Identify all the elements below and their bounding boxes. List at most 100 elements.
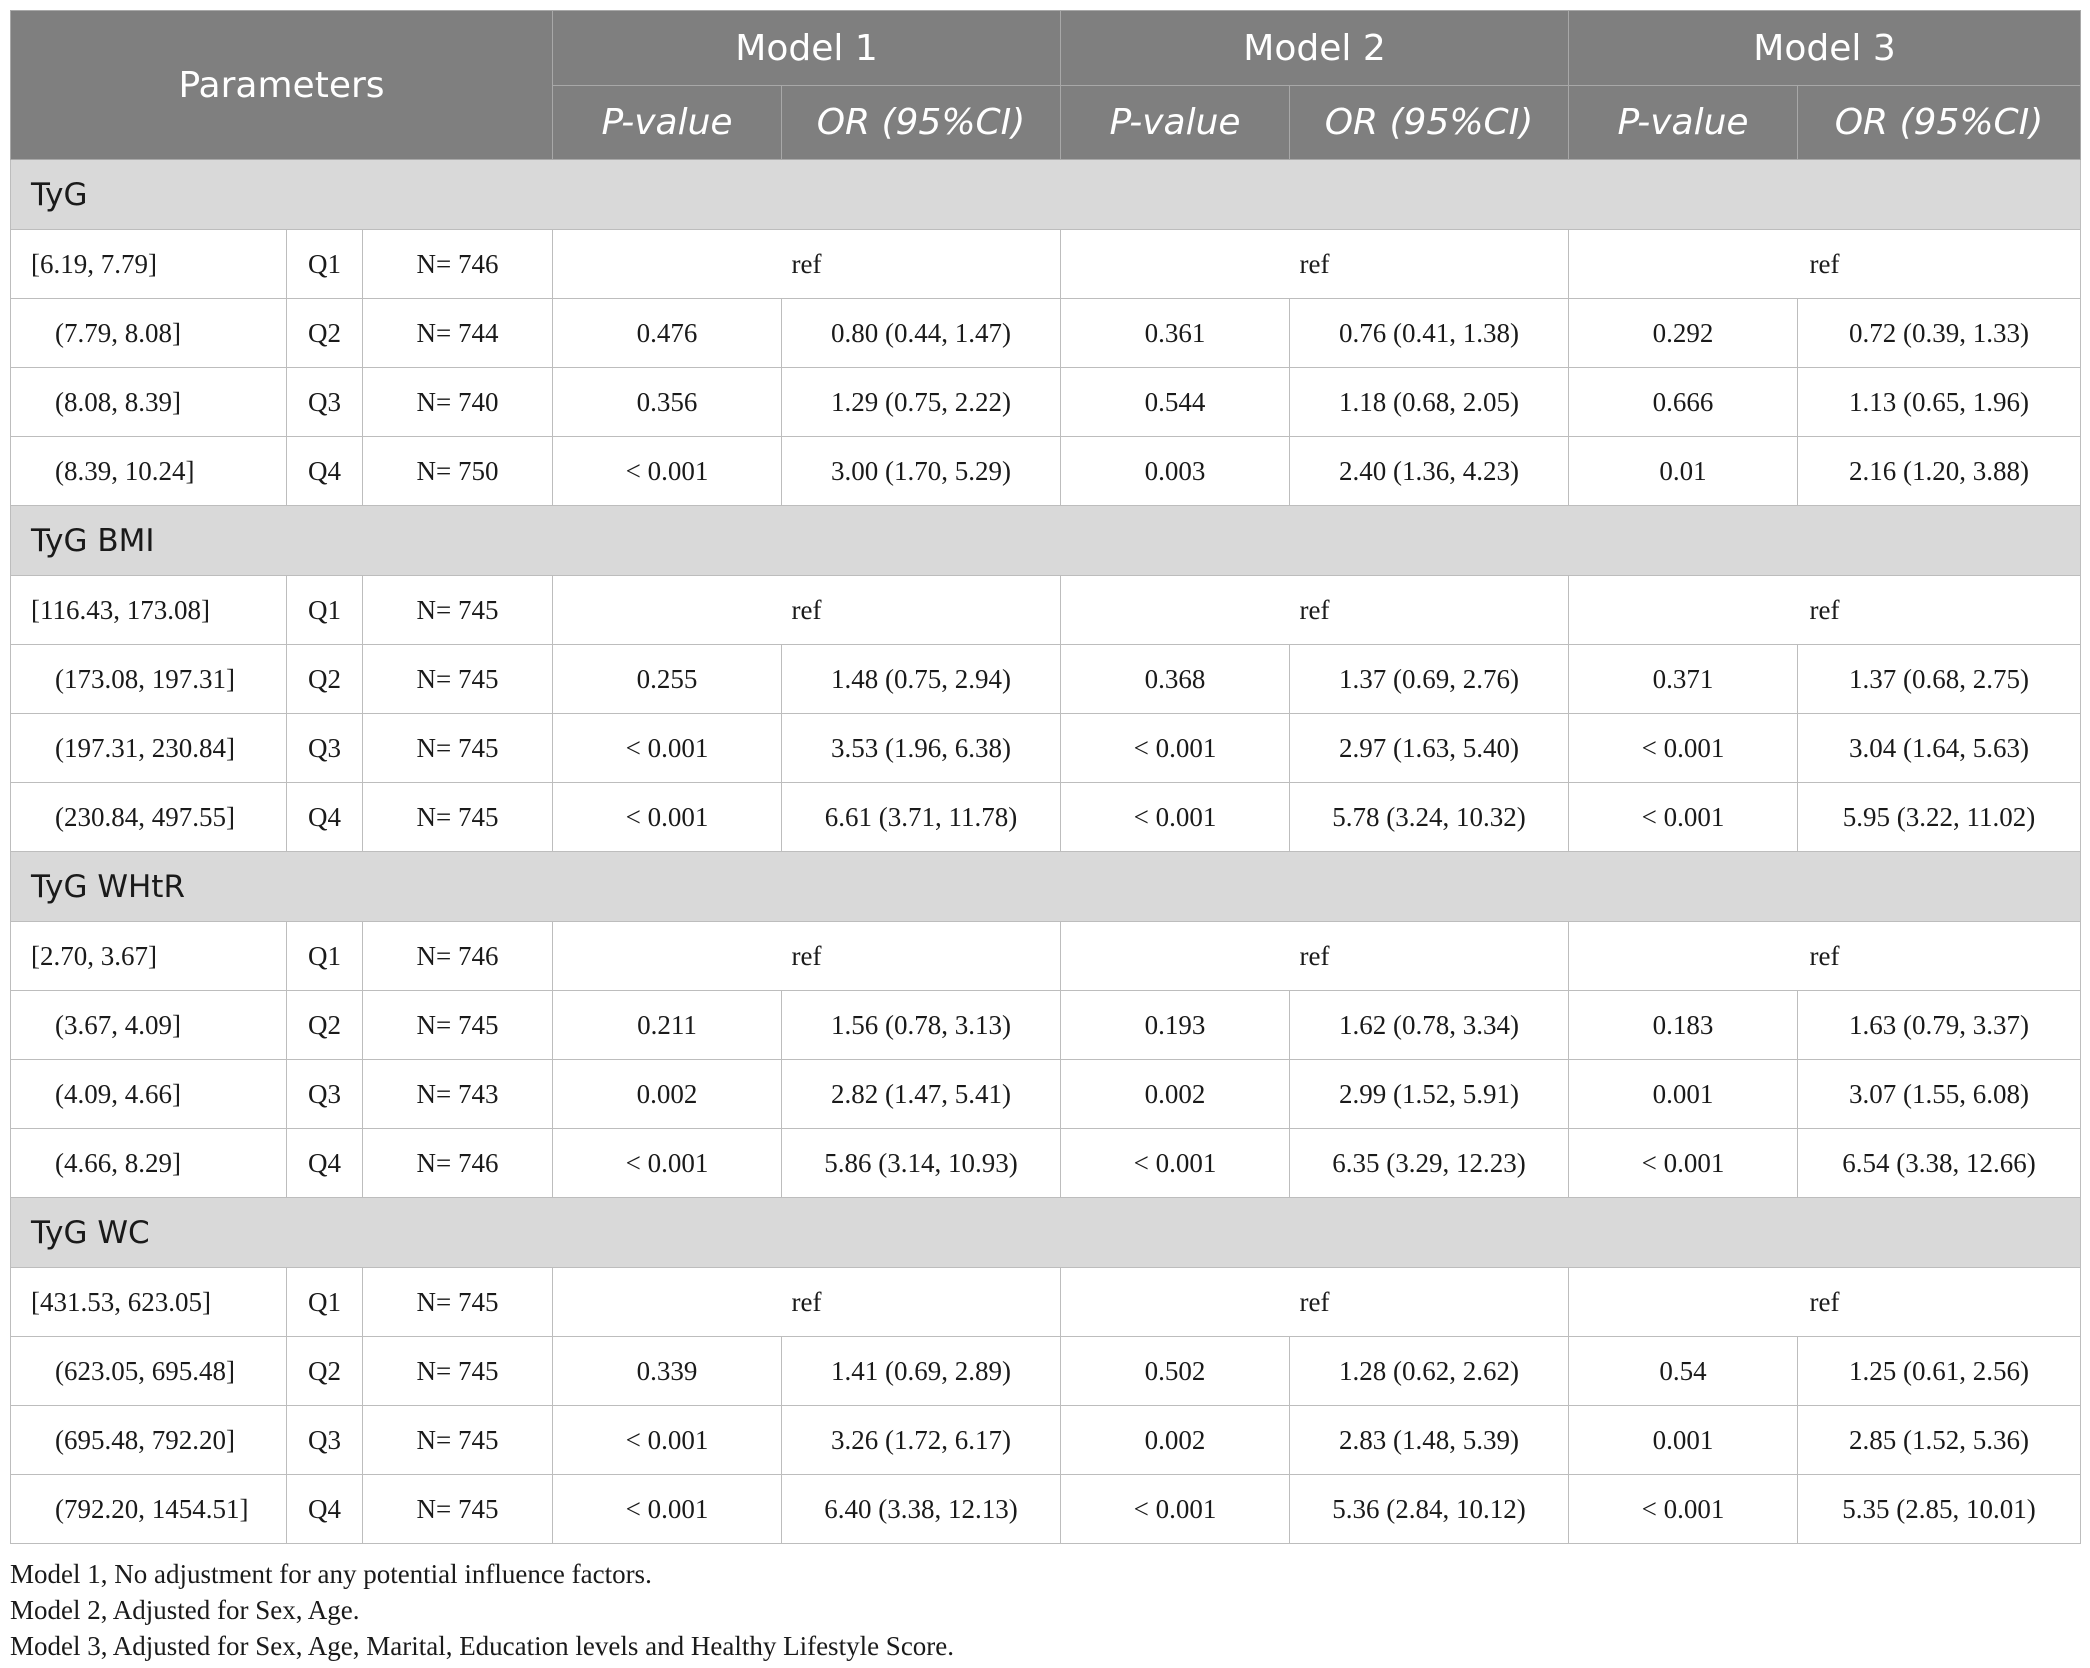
sample-size: N= 745: [361, 1405, 554, 1475]
quartile-label: Q4: [286, 1474, 363, 1544]
odds-ratio-table: Parameters Model 1 Model 2 Model 3 P-val…: [9, 10, 2082, 1544]
model-2-or: 5.36 (2.84, 10.12): [1289, 1474, 1570, 1544]
model-3-or-header: OR (95%CI): [1797, 85, 2082, 160]
quartile-label: Q1: [286, 575, 363, 645]
model-1-or-header: OR (95%CI): [781, 85, 1062, 160]
quartile-range: (7.79, 8.08]: [10, 298, 287, 368]
model-3-or: 5.35 (2.85, 10.01): [1797, 1474, 2082, 1544]
table-row: (173.08, 197.31] Q2 N= 745 0.255 1.48 (0.75,…: [10, 644, 2082, 714]
model-3-or: 3.04 (1.64, 5.63): [1797, 713, 2082, 783]
section-title: TyG BMI: [9, 505, 2082, 576]
model-2-or: 0.76 (0.41, 1.38): [1289, 298, 1570, 368]
table-row: (4.09, 4.66] Q3 N= 743 0.002 2.82 (1.47, 5.4…: [10, 1059, 2082, 1129]
model-3-or: 1.13 (0.65, 1.96): [1797, 367, 2082, 437]
model-2-pvalue-header: P-value: [1060, 85, 1291, 160]
quartile-range: (8.39, 10.24]: [10, 436, 287, 506]
sample-size: N= 743: [361, 1059, 554, 1129]
model-1-pvalue: < 0.001: [552, 1474, 783, 1544]
sample-size: N= 745: [361, 575, 554, 645]
quartile-range: (792.20, 1454.51]: [10, 1474, 287, 1544]
model-2-or: 1.37 (0.69, 2.76): [1289, 644, 1570, 714]
model-3-pvalue: < 0.001: [1568, 713, 1799, 783]
model-2-pvalue: 0.002: [1060, 1405, 1291, 1475]
model-1-pvalue: 0.476: [552, 298, 783, 368]
sample-size: N= 744: [361, 298, 554, 368]
model-3-or: 3.07 (1.55, 6.08): [1797, 1059, 2082, 1129]
table-row: (623.05, 695.48] Q2 N= 745 0.339 1.41 (0.69,…: [10, 1336, 2082, 1406]
model-3-or: 1.25 (0.61, 2.56): [1797, 1336, 2082, 1406]
model-3-pvalue: 0.292: [1568, 298, 1799, 368]
model-2-or: 2.97 (1.63, 5.40): [1289, 713, 1570, 783]
model-2-or: 2.40 (1.36, 4.23): [1289, 436, 1570, 506]
table-body: TyG [6.19, 7.79] Q1 N= 746 ref ref ref (7.79, 8…: [9, 159, 2082, 1544]
model-2-ref: ref: [1060, 1267, 1570, 1337]
section-title: TyG WC: [9, 1197, 2082, 1268]
model-2-header: Model 2: [1060, 10, 1570, 86]
quartile-range: [6.19, 7.79]: [10, 229, 287, 299]
sample-size: N= 740: [361, 367, 554, 437]
model-1-ref: ref: [552, 575, 1062, 645]
quartile-label: Q1: [286, 921, 363, 991]
section-row: TyG BMI: [9, 505, 2082, 576]
table-row: (4.66, 8.29] Q4 N= 746 < 0.001 5.86 (3.14, 1…: [10, 1128, 2082, 1198]
model-1-pvalue-header: P-value: [552, 85, 783, 160]
model-2-ref: ref: [1060, 921, 1570, 991]
table-row: [116.43, 173.08] Q1 N= 745 ref ref ref: [10, 575, 2082, 645]
quartile-label: Q3: [286, 1405, 363, 1475]
quartile-label: Q3: [286, 713, 363, 783]
sample-size: N= 745: [361, 782, 554, 852]
quartile-range: (173.08, 197.31]: [10, 644, 287, 714]
model-1-pvalue: 0.211: [552, 990, 783, 1060]
section-row: TyG WC: [9, 1197, 2082, 1268]
model-2-pvalue: 0.361: [1060, 298, 1291, 368]
model-2-pvalue: < 0.001: [1060, 1128, 1291, 1198]
model-3-ref: ref: [1568, 229, 2082, 299]
quartile-range: (3.67, 4.09]: [10, 990, 287, 1060]
model-3-pvalue: < 0.001: [1568, 1128, 1799, 1198]
parameters-header: Parameters: [9, 10, 554, 160]
table-row: (695.48, 792.20] Q3 N= 745 < 0.001 3.26 (1.7…: [10, 1405, 2082, 1475]
model-1-pvalue: < 0.001: [552, 1405, 783, 1475]
quartile-label: Q4: [286, 1128, 363, 1198]
model-2-or-header: OR (95%CI): [1289, 85, 1570, 160]
model-3-pvalue: 0.001: [1568, 1059, 1799, 1129]
model-3-or: 5.95 (3.22, 11.02): [1797, 782, 2082, 852]
model-3-pvalue: < 0.001: [1568, 1474, 1799, 1544]
model-1-or: 3.26 (1.72, 6.17): [781, 1405, 1062, 1475]
model-2-pvalue: 0.003: [1060, 436, 1291, 506]
sample-size: N= 746: [361, 229, 554, 299]
model-3-or: 0.72 (0.39, 1.33): [1797, 298, 2082, 368]
quartile-range: (4.09, 4.66]: [10, 1059, 287, 1129]
quartile-range: (230.84, 497.55]: [10, 782, 287, 852]
sample-size: N= 745: [361, 644, 554, 714]
model-3-ref: ref: [1568, 575, 2082, 645]
model-2-ref: ref: [1060, 229, 1570, 299]
table-row: (792.20, 1454.51] Q4 N= 745 < 0.001 6.40 (3.…: [10, 1474, 2082, 1544]
model-3-ref: ref: [1568, 1267, 2082, 1337]
model-3-or: 1.63 (0.79, 3.37): [1797, 990, 2082, 1060]
model-2-pvalue: 0.502: [1060, 1336, 1291, 1406]
model-1-or: 1.56 (0.78, 3.13): [781, 990, 1062, 1060]
table-row: (230.84, 497.55] Q4 N= 745 < 0.001 6.61 (3.7…: [10, 782, 2082, 852]
model-1-pvalue: 0.356: [552, 367, 783, 437]
quartile-range: [116.43, 173.08]: [10, 575, 287, 645]
model-2-pvalue: < 0.001: [1060, 1474, 1291, 1544]
sample-size: N= 745: [361, 1336, 554, 1406]
model-1-or: 3.53 (1.96, 6.38): [781, 713, 1062, 783]
quartile-range: [431.53, 623.05]: [10, 1267, 287, 1337]
quartile-range: (623.05, 695.48]: [10, 1336, 287, 1406]
quartile-label: Q3: [286, 367, 363, 437]
model-2-or: 1.62 (0.78, 3.34): [1289, 990, 1570, 1060]
model-2-or: 1.28 (0.62, 2.62): [1289, 1336, 1570, 1406]
quartile-label: Q2: [286, 1336, 363, 1406]
section-row: TyG: [9, 159, 2082, 230]
model-1-pvalue: < 0.001: [552, 782, 783, 852]
quartile-label: Q2: [286, 644, 363, 714]
quartile-label: Q4: [286, 782, 363, 852]
model-3-or: 2.16 (1.20, 3.88): [1797, 436, 2082, 506]
quartile-label: Q4: [286, 436, 363, 506]
quartile-range: (8.08, 8.39]: [10, 367, 287, 437]
quartile-label: Q2: [286, 298, 363, 368]
sample-size: N= 746: [361, 921, 554, 991]
model-3-pvalue-header: P-value: [1568, 85, 1799, 160]
